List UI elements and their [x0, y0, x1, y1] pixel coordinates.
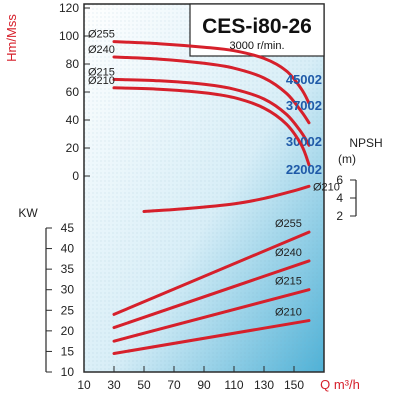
npsh-tick-label: 6	[336, 173, 343, 187]
power-tick-label: 30	[61, 283, 75, 297]
npsh-axis-title: NPSH	[349, 136, 382, 150]
chart-title: CES-i80-26	[202, 15, 312, 38]
head-curve-label: Ø255	[88, 29, 115, 41]
power-curve-label: Ø240	[275, 247, 302, 259]
x-tick-label: 50	[137, 378, 151, 392]
power-tick-label: 20	[61, 324, 75, 338]
power-curve-label: Ø255	[275, 218, 302, 230]
head-tick-label: 80	[66, 57, 80, 71]
head-tick-label: 60	[66, 85, 80, 99]
x-tick-label: 10	[77, 378, 91, 392]
x-axis-title: Q m³/h	[320, 377, 360, 392]
head-curve-label: Ø210	[88, 75, 115, 87]
model-label: 37002	[286, 98, 322, 113]
head-tick-label: 20	[66, 141, 80, 155]
power-tick-label: 25	[61, 303, 75, 317]
head-curves: Ø255 45002 Ø240 37002 Ø215 30002 Ø210 22002	[88, 29, 322, 177]
npsh-tick-label: 4	[336, 191, 343, 205]
model-label: 22002	[286, 162, 322, 177]
head-curve-label: Ø215	[88, 66, 115, 78]
npsh-axis: 6 4 2	[336, 173, 357, 223]
npsh-curve-label: Ø210	[313, 181, 340, 193]
head-curve-label: Ø240	[88, 44, 115, 56]
chart-subtitle: 3000 r/min.	[229, 40, 284, 52]
x-tick-label: 70	[167, 378, 181, 392]
head-tick-label: 120	[59, 1, 79, 15]
npsh-axis-unit: (m)	[338, 152, 356, 166]
power-tick-label: 45	[61, 221, 75, 235]
npsh-tick-label: 2	[336, 209, 343, 223]
power-tick-label: 35	[61, 262, 75, 276]
head-axis-title: Hm/Mss	[4, 14, 19, 62]
head-curve-line	[112, 77, 311, 147]
power-curve-line	[112, 288, 311, 343]
model-label: 30002	[286, 134, 322, 149]
power-curve-label: Ø210	[275, 307, 302, 319]
head-axis-ticks: 120 100 80 60 40 20 0	[59, 1, 90, 183]
npsh-curve-line	[142, 184, 311, 213]
power-tick-label: 15	[61, 344, 75, 358]
head-tick-label: 40	[66, 113, 80, 127]
power-curve-label: Ø215	[275, 276, 302, 288]
power-curves: Ø255 Ø240 Ø215 Ø210	[112, 218, 311, 355]
power-curve-line	[112, 319, 311, 355]
head-tick-label: 100	[59, 29, 79, 43]
head-tick-label: 0	[72, 169, 79, 183]
model-label: 45002	[286, 72, 322, 87]
power-tick-label: 40	[61, 242, 75, 256]
power-tick-label: 10	[61, 365, 75, 379]
x-tick-label: 110	[224, 378, 243, 392]
power-curve-line	[112, 259, 311, 330]
head-curve-line	[112, 86, 311, 167]
x-tick-label: 90	[197, 378, 211, 392]
x-tick-label: 130	[254, 378, 274, 392]
x-tick-label: 150	[284, 378, 304, 392]
power-axis-title: KW	[18, 206, 38, 220]
head-curve-line	[112, 55, 311, 125]
x-axis-ticks: 10 30 50 70 90 110 130 150	[77, 366, 304, 392]
power-curve-line	[112, 230, 311, 316]
head-curve-line	[112, 40, 311, 105]
x-tick-label: 30	[107, 378, 121, 392]
power-axis: 45 40 35 30 25 20 15 10	[45, 221, 75, 379]
npsh-curve: Ø210	[142, 181, 340, 213]
